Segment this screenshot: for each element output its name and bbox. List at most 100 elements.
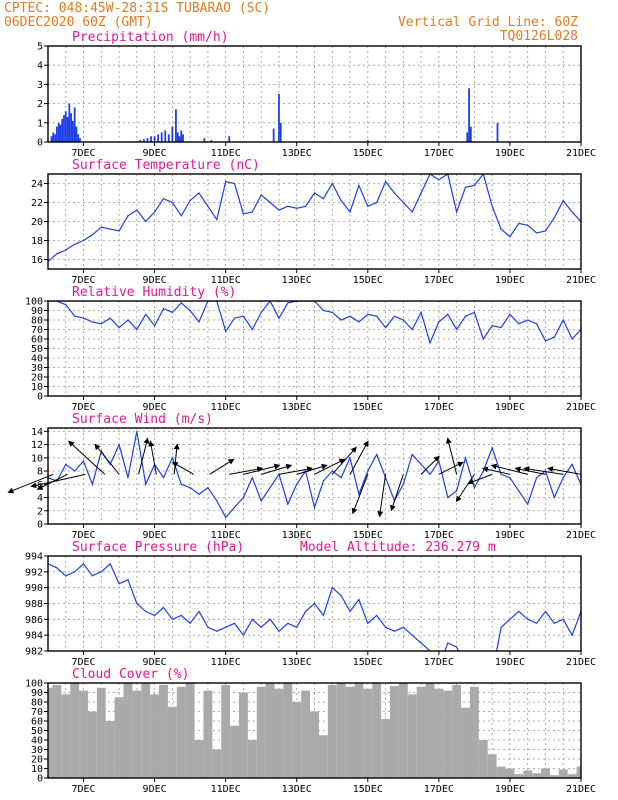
cloud-cover-bar	[70, 683, 80, 778]
x-tick-label: 11DEC	[211, 530, 241, 541]
press-point	[313, 602, 316, 605]
x-tick-label: 11DEC	[211, 402, 241, 413]
wind-point	[331, 470, 333, 472]
x-tick-label: 19DEC	[495, 657, 525, 668]
wind-arrow	[445, 437, 458, 475]
rh-point	[429, 342, 431, 344]
cloud-cover-bar	[478, 740, 488, 778]
cloud-title: Cloud Cover (%)	[72, 667, 189, 682]
cloud-cover-bar	[141, 683, 151, 778]
press-point	[527, 618, 529, 620]
wind-frame	[47, 427, 582, 525]
wind-point	[349, 457, 351, 459]
wind-point	[358, 493, 360, 495]
x-tick-label: 21DEC	[566, 657, 596, 668]
temp-point	[527, 224, 529, 226]
y-tick-label: 70	[31, 325, 43, 336]
x-tick-label: 13DEC	[282, 402, 312, 413]
y-tick-label: 70	[31, 707, 43, 718]
rh-point	[500, 327, 502, 329]
press-point	[65, 575, 67, 577]
wind-arrow	[243, 463, 281, 475]
press-point	[535, 622, 538, 624]
temp-point	[296, 207, 298, 209]
wind-point	[118, 443, 120, 446]
x-tick-label: 7DEC	[71, 402, 95, 413]
wind-point	[91, 483, 94, 485]
temp-point	[509, 236, 511, 238]
cloud-cover-bar	[52, 684, 62, 778]
rh-point	[109, 317, 111, 319]
rh-point	[118, 327, 120, 329]
press-point	[420, 642, 422, 644]
temp-point	[242, 213, 245, 215]
precip-frame	[47, 45, 582, 143]
wind-point	[242, 496, 245, 499]
temp-point	[109, 228, 111, 230]
rh-point	[438, 321, 440, 323]
y-tick-label: 40	[31, 354, 43, 365]
temp-point	[100, 226, 102, 228]
wind-point	[553, 496, 555, 499]
temp-point	[313, 192, 316, 194]
temp-point	[162, 198, 165, 200]
press-point	[367, 622, 369, 624]
x-tick-label: 21DEC	[566, 784, 596, 795]
temp-point	[500, 228, 502, 230]
cloud-cover-bar	[132, 690, 142, 778]
press-point	[233, 622, 236, 624]
cloud-cover-bar	[212, 749, 222, 778]
temp-point	[553, 217, 555, 219]
x-tick-label: 9DEC	[143, 275, 167, 286]
wind-arrow	[349, 440, 369, 475]
temp-point	[287, 205, 289, 207]
precip-bar	[164, 130, 167, 142]
temp-point	[491, 205, 493, 207]
x-tick-label: 21DEC	[566, 275, 596, 286]
temp-point	[340, 200, 342, 202]
cloud-cover-bar	[345, 686, 355, 778]
wind-point	[473, 486, 475, 489]
x-tick-label: 13DEC	[282, 530, 312, 541]
wind-point	[500, 473, 502, 475]
cloud-cover-bar	[434, 688, 444, 778]
wind-point	[518, 490, 520, 492]
y-tick-label: 10	[31, 764, 43, 775]
precip-bar	[143, 139, 145, 142]
cloud-cover-bar	[105, 721, 115, 778]
wind-arrow	[138, 437, 150, 475]
temp-point	[154, 211, 156, 213]
wind-arrow	[455, 474, 475, 503]
temp-point	[198, 192, 200, 194]
x-tick-label: 15DEC	[353, 275, 383, 286]
y-tick-label: 994	[25, 552, 43, 563]
y-tick-label: 30	[31, 363, 43, 374]
x-tick-label: 19DEC	[495, 148, 525, 159]
temp-point	[367, 205, 369, 207]
press-point	[340, 594, 342, 597]
press-point	[411, 634, 413, 636]
wind-arrow	[261, 463, 293, 475]
wind-point	[322, 480, 324, 482]
temp-point	[331, 182, 333, 185]
wind-point	[527, 503, 529, 505]
precip-bar	[167, 134, 170, 142]
rh-point	[562, 319, 564, 321]
y-tick-label: 40	[31, 736, 43, 747]
y-tick-label: 990	[25, 583, 43, 594]
wind-point	[438, 460, 440, 462]
cloud-cover-bar	[416, 686, 426, 778]
wind-point	[491, 447, 493, 449]
x-tick-label: 11DEC	[211, 148, 241, 159]
press-point	[278, 630, 280, 632]
precip-bar	[73, 107, 76, 142]
temp-point	[251, 211, 253, 213]
cloud-cover-bar	[363, 688, 373, 778]
rh-point	[82, 317, 85, 319]
rh-point	[154, 325, 156, 327]
cloud-cover-bar	[576, 766, 581, 778]
rh-point	[225, 330, 227, 332]
precip-bar	[272, 128, 275, 142]
cloud-cover-bar	[203, 690, 213, 778]
cloud-cover-bar	[549, 775, 559, 778]
